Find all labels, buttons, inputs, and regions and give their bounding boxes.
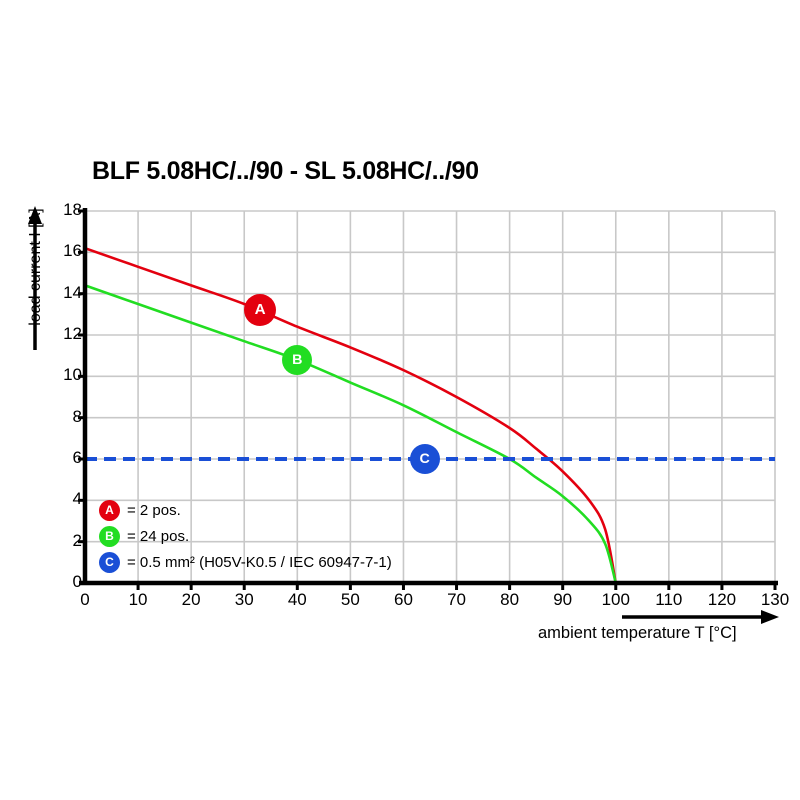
x-tick-label: 90 (553, 590, 573, 609)
series-line-B (83, 284, 618, 585)
y-tick-label: 0 (72, 572, 82, 591)
y-tick-label: 10 (63, 365, 82, 385)
curve-marker-a: A (244, 294, 277, 327)
x-tick-label: 60 (393, 590, 413, 609)
curve-marker-b: B (282, 344, 313, 375)
x-tick-label: 20 (181, 590, 201, 609)
curve-marker-c: C (409, 444, 440, 474)
x-tick-label: 70 (447, 590, 466, 609)
y-tick-label: 6 (72, 448, 82, 467)
y-axis-arrow-head (28, 206, 42, 224)
x-tick-label: 30 (234, 590, 254, 609)
legend-item-a: A = 2 pos. (99, 500, 181, 522)
x-tick-label: 50 (340, 590, 360, 609)
x-axis-label: ambient temperature T [°C] (538, 624, 737, 642)
y-tick-label: 4 (72, 489, 82, 509)
y-tick-label: 16 (63, 241, 82, 261)
y-tick-label: 14 (63, 282, 82, 302)
y-tick-label: 2 (72, 530, 82, 550)
legend-item-b: B = 24 pos. (99, 526, 189, 548)
legend-badge-c: C (99, 552, 120, 573)
y-tick-label: 8 (72, 406, 82, 426)
x-tick-label: 40 (287, 590, 307, 609)
y-tick-label: 18 (63, 200, 82, 219)
y-tick-label: 12 (63, 324, 82, 343)
x-tick-label: 110 (655, 590, 683, 609)
legend-item-c: C = 0.5 mm² (H05V-K0.5 / IEC 60947-7-1) (99, 552, 392, 574)
x-axis-arrow-head (761, 610, 779, 624)
legend-label-c: = 0.5 mm² (H05V-K0.5 / IEC 60947-7-1) (127, 554, 392, 571)
x-tick-label: 80 (500, 590, 520, 609)
series-line-A (83, 246, 618, 585)
chart-title: BLF 5.08HC/../90 - SL 5.08HC/../90 (92, 157, 479, 185)
x-tick-label: 130 (760, 590, 790, 609)
x-tick-label: 100 (601, 590, 630, 609)
legend-badge-a: A (99, 500, 120, 521)
legend-label-a: = 2 pos. (127, 502, 181, 519)
x-tick-label: 0 (80, 590, 90, 609)
legend-label-b: = 24 pos. (127, 528, 190, 545)
legend-badge-b: B (99, 526, 120, 547)
x-tick-label: 120 (707, 590, 737, 609)
x-tick-label: 10 (128, 590, 148, 609)
